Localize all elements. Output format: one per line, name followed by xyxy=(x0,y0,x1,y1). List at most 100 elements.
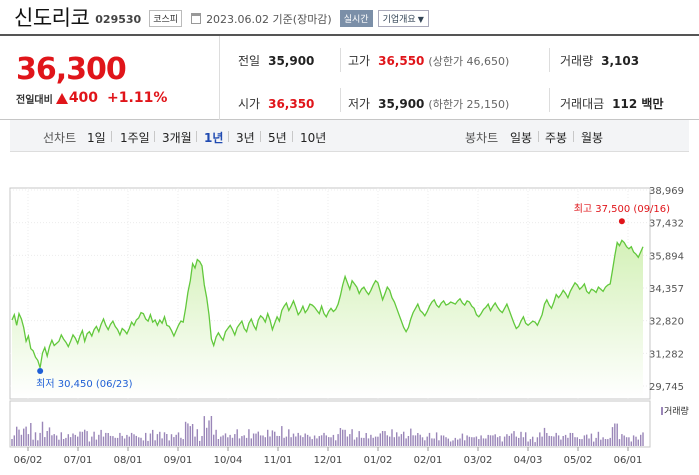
volume-bar xyxy=(506,434,508,446)
volume-bar xyxy=(532,436,534,446)
volume-bar xyxy=(426,436,428,446)
volume-bar xyxy=(34,432,37,446)
period-selector: 선차트 1일 1주일 3개월 1년 3년 5년 10년 봉차트 일봉 주봉 월봉 xyxy=(10,120,689,152)
tab-3y[interactable]: 3년 xyxy=(236,131,255,145)
y-tick-label: 38,969 xyxy=(649,186,684,197)
stock-code: 029530 xyxy=(95,13,142,26)
volume-bar xyxy=(398,436,400,446)
volume-bar xyxy=(445,437,447,446)
volume-bar xyxy=(590,433,593,446)
volume-bar xyxy=(360,437,363,446)
tab-1w[interactable]: 1주일 xyxy=(120,131,150,145)
high-label: 고가 xyxy=(348,54,371,68)
tab-1d[interactable]: 1일 xyxy=(87,131,106,145)
tab-daily[interactable]: 일봉 xyxy=(510,131,533,145)
x-tick-label: 01/02 xyxy=(364,455,393,466)
volume-bar xyxy=(492,435,494,446)
volume-legend-swatch xyxy=(661,407,663,415)
divider xyxy=(573,131,574,142)
tab-weekly[interactable]: 주봉 xyxy=(545,131,568,145)
candle-chart-label: 봉차트 xyxy=(465,131,499,145)
open-price: 시가 36,350 xyxy=(238,95,314,112)
change-amount: 400 xyxy=(68,90,99,106)
volume-bar xyxy=(107,433,109,446)
volume-bar xyxy=(236,429,238,447)
price-summary: 36,300 전일대비 400 +1.11% xyxy=(0,36,220,120)
volume-bar xyxy=(576,437,579,446)
volume-bar xyxy=(276,435,278,446)
volume-bar xyxy=(421,437,424,446)
volume-bar xyxy=(53,434,55,446)
low-price: 저가 35,900 (하한가 25,150) xyxy=(348,95,509,112)
x-tick-label: 06/02 xyxy=(14,455,43,466)
price-chart[interactable]: 38,969 37,432 35,894 34,357 32,820 31,282 29,7… xyxy=(0,152,699,475)
volume-bar xyxy=(597,431,600,447)
volume-bar xyxy=(621,434,623,446)
volume-bar xyxy=(471,437,473,446)
divider xyxy=(340,88,341,112)
volume-bar xyxy=(250,438,253,446)
volume-bar xyxy=(464,440,466,446)
volume-bar xyxy=(346,436,349,446)
volume-bar xyxy=(555,432,557,447)
y-tick-label: 32,820 xyxy=(649,317,684,328)
volume-bar xyxy=(154,440,156,446)
volume-bar xyxy=(475,436,478,446)
volume-bar xyxy=(55,435,58,446)
volume-bar xyxy=(62,439,65,446)
tab-10y[interactable]: 10년 xyxy=(300,131,327,145)
volume-bar xyxy=(189,426,192,446)
volume-bar xyxy=(342,429,344,446)
volume-bar xyxy=(438,440,440,446)
trade-value-value: 112 백만 xyxy=(612,97,664,111)
volume-bar xyxy=(564,434,567,446)
volume-bar xyxy=(220,436,222,446)
volume-bar xyxy=(18,429,20,446)
volume-bar xyxy=(508,435,511,446)
volume-bar xyxy=(297,432,299,447)
volume-bar xyxy=(602,437,604,446)
volume-bar xyxy=(318,436,321,446)
volume-bar xyxy=(396,432,398,446)
volume-bar xyxy=(501,441,504,446)
tab-3m[interactable]: 3개월 xyxy=(162,131,192,145)
volume-bar xyxy=(123,438,126,446)
volume-bar xyxy=(252,433,255,446)
volume-bar xyxy=(614,423,616,446)
volume-bar xyxy=(243,435,245,447)
volume-bar xyxy=(295,436,297,446)
volume-bar xyxy=(389,436,391,446)
volume-bar xyxy=(379,433,382,446)
volume-bar xyxy=(410,428,412,446)
tab-5y[interactable]: 5년 xyxy=(268,131,287,145)
volume-bar xyxy=(518,437,520,446)
volume-bar xyxy=(215,429,217,446)
tab-1y[interactable]: 1년 xyxy=(204,131,224,145)
volume-bar xyxy=(285,436,288,446)
volume-bar xyxy=(119,432,121,446)
realtime-button[interactable]: 실시간 xyxy=(339,10,373,27)
volume-bar xyxy=(489,435,492,446)
up-triangle-icon xyxy=(55,92,68,104)
volume-bar xyxy=(231,437,234,446)
volume-bar xyxy=(459,438,461,446)
company-info-dropdown[interactable]: 기업개요 ▼ xyxy=(377,10,429,27)
price-line xyxy=(11,239,644,368)
y-tick-label: 34,357 xyxy=(649,284,684,295)
volume-bar xyxy=(363,437,365,446)
volume-bar xyxy=(557,435,560,446)
volume-bar xyxy=(431,438,433,446)
min-marker xyxy=(37,368,44,375)
open-value: 36,350 xyxy=(268,97,315,111)
divider xyxy=(549,88,550,112)
volume-bar xyxy=(135,435,138,446)
x-tick-label: 03/02 xyxy=(464,455,493,466)
volume-bar xyxy=(133,434,135,447)
tab-monthly[interactable]: 월봉 xyxy=(581,131,604,145)
price-area xyxy=(12,240,643,398)
volume-bar xyxy=(140,437,142,447)
volume-label: 거래량 xyxy=(560,54,594,68)
volume-bar xyxy=(168,440,170,447)
upper-limit: (상한가 46,650) xyxy=(428,55,510,68)
volume-bar xyxy=(175,434,177,447)
